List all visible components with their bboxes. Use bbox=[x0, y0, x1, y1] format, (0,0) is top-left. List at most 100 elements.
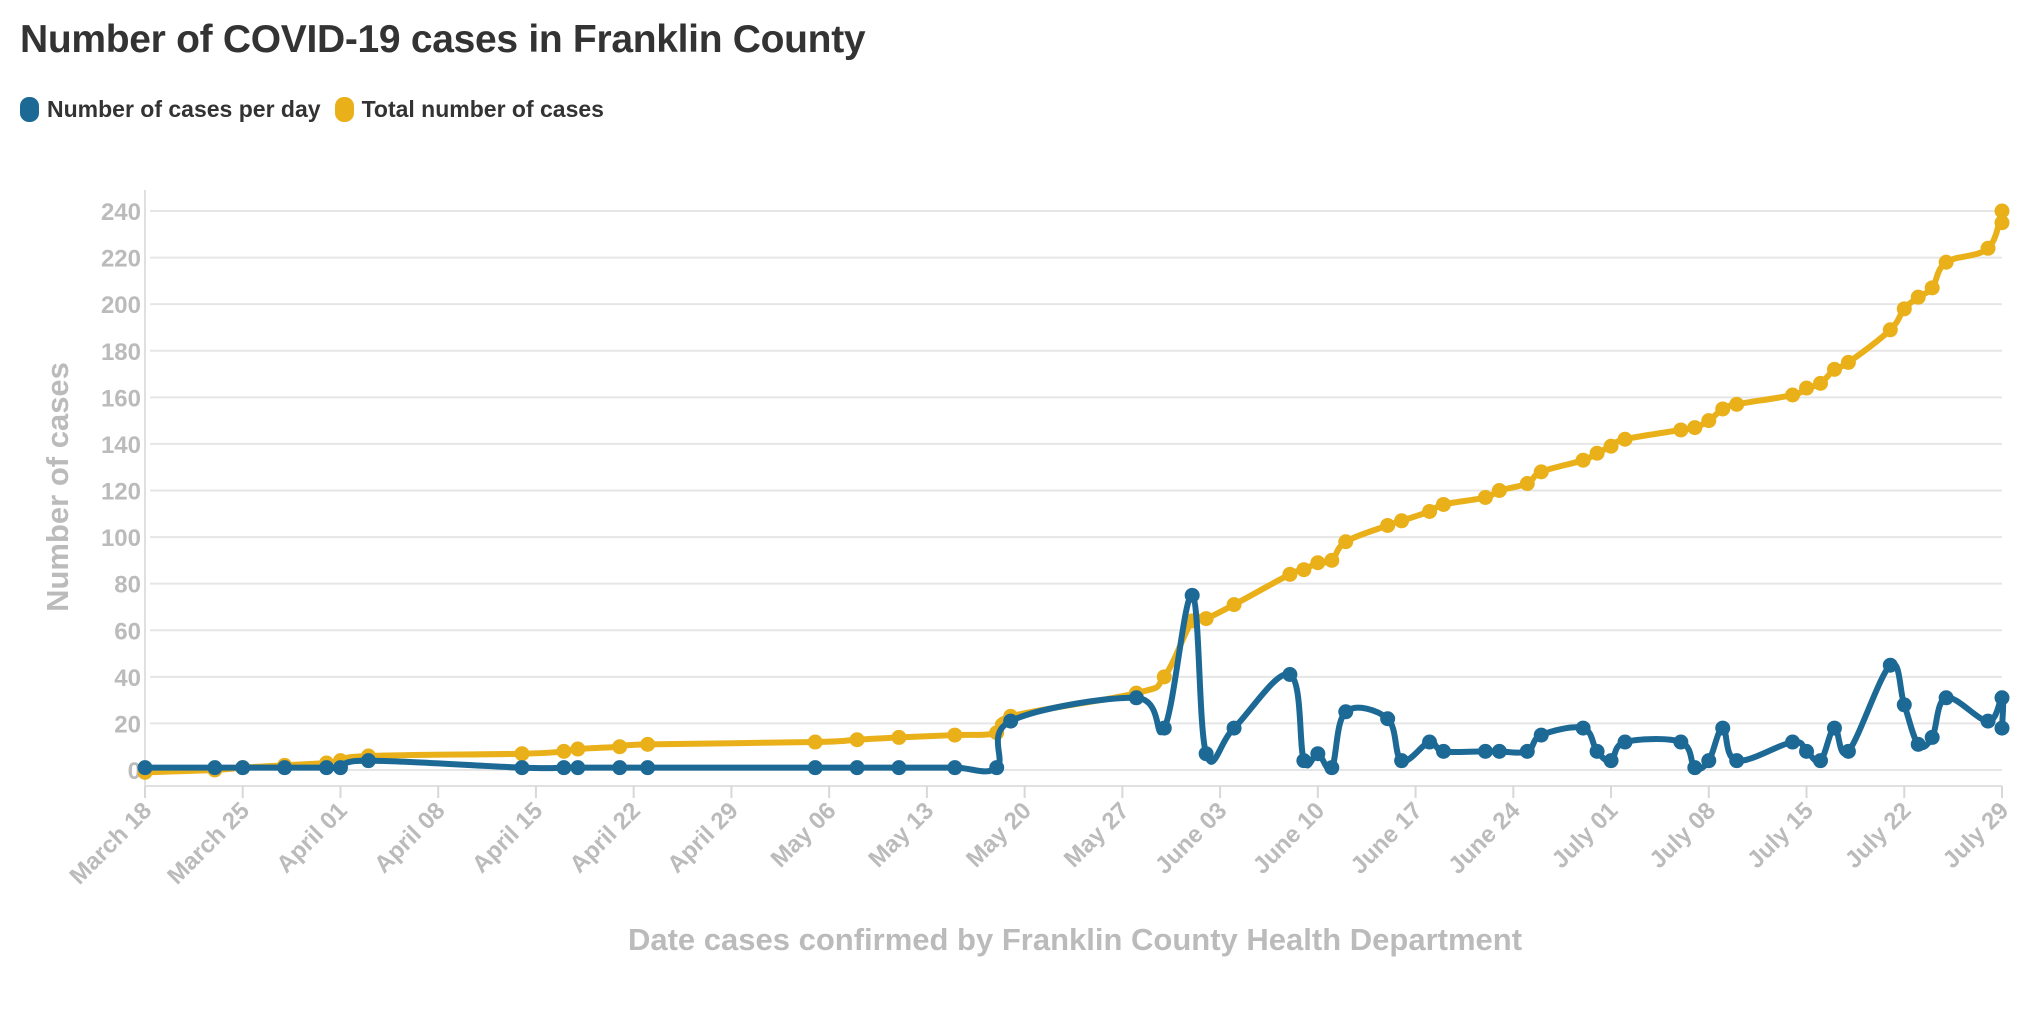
data-point[interactable] bbox=[319, 760, 335, 776]
data-point[interactable] bbox=[1156, 669, 1172, 685]
data-point[interactable] bbox=[1575, 720, 1591, 736]
data-point[interactable] bbox=[1994, 215, 2010, 231]
data-point[interactable] bbox=[1226, 720, 1242, 736]
data-point[interactable] bbox=[1882, 322, 1898, 338]
data-point[interactable] bbox=[1128, 690, 1144, 706]
data-point[interactable] bbox=[514, 746, 530, 762]
data-point[interactable] bbox=[640, 736, 656, 752]
data-point[interactable] bbox=[1896, 301, 1912, 317]
data-point[interactable] bbox=[849, 732, 865, 748]
data-point[interactable] bbox=[1882, 657, 1898, 673]
data-point[interactable] bbox=[1184, 587, 1200, 603]
data-point[interactable] bbox=[807, 734, 823, 750]
data-point[interactable] bbox=[277, 760, 293, 776]
data-point[interactable] bbox=[1282, 566, 1298, 582]
data-point[interactable] bbox=[947, 727, 963, 743]
data-point[interactable] bbox=[1840, 354, 1856, 370]
data-point[interactable] bbox=[1394, 513, 1410, 529]
data-point[interactable] bbox=[1603, 438, 1619, 454]
data-point[interactable] bbox=[1812, 753, 1828, 769]
data-point[interactable] bbox=[1701, 413, 1717, 429]
data-point[interactable] bbox=[612, 760, 628, 776]
data-point[interactable] bbox=[1296, 562, 1312, 578]
data-point[interactable] bbox=[1436, 743, 1452, 759]
data-point[interactable] bbox=[1673, 422, 1689, 438]
data-point[interactable] bbox=[1715, 401, 1731, 417]
data-point[interactable] bbox=[1799, 380, 1815, 396]
data-point[interactable] bbox=[1589, 445, 1605, 461]
data-point[interactable] bbox=[1422, 503, 1438, 519]
data-point[interactable] bbox=[1938, 690, 1954, 706]
data-point[interactable] bbox=[1310, 555, 1326, 571]
data-point[interactable] bbox=[1715, 720, 1731, 736]
data-point[interactable] bbox=[1799, 743, 1815, 759]
data-point[interactable] bbox=[807, 760, 823, 776]
data-point[interactable] bbox=[1603, 753, 1619, 769]
data-point[interactable] bbox=[1980, 713, 1996, 729]
data-point[interactable] bbox=[1519, 476, 1535, 492]
data-point[interactable] bbox=[1826, 361, 1842, 377]
data-point[interactable] bbox=[1533, 727, 1549, 743]
data-point[interactable] bbox=[989, 760, 1005, 776]
data-point[interactable] bbox=[1589, 743, 1605, 759]
data-point[interactable] bbox=[514, 760, 530, 776]
data-point[interactable] bbox=[1198, 611, 1214, 627]
data-point[interactable] bbox=[1156, 720, 1172, 736]
data-point[interactable] bbox=[556, 743, 572, 759]
data-point[interactable] bbox=[1477, 743, 1493, 759]
data-point[interactable] bbox=[1519, 743, 1535, 759]
data-point[interactable] bbox=[556, 760, 572, 776]
data-point[interactable] bbox=[1729, 753, 1745, 769]
data-point[interactable] bbox=[1422, 734, 1438, 750]
data-point[interactable] bbox=[1394, 753, 1410, 769]
data-point[interactable] bbox=[1980, 240, 1996, 256]
data-point[interactable] bbox=[1533, 464, 1549, 480]
data-point[interactable] bbox=[1701, 753, 1717, 769]
data-point[interactable] bbox=[1282, 667, 1298, 683]
data-point[interactable] bbox=[1296, 753, 1312, 769]
data-point[interactable] bbox=[1994, 690, 2010, 706]
data-point[interactable] bbox=[1687, 420, 1703, 436]
data-point[interactable] bbox=[947, 760, 963, 776]
data-point[interactable] bbox=[1310, 746, 1326, 762]
data-point[interactable] bbox=[1840, 743, 1856, 759]
data-point[interactable] bbox=[1924, 729, 1940, 745]
data-point[interactable] bbox=[1812, 375, 1828, 391]
data-point[interactable] bbox=[570, 760, 586, 776]
data-point[interactable] bbox=[1491, 743, 1507, 759]
data-point[interactable] bbox=[235, 760, 251, 776]
data-point[interactable] bbox=[1673, 734, 1689, 750]
data-point[interactable] bbox=[332, 760, 348, 776]
data-point[interactable] bbox=[1994, 720, 2010, 736]
data-point[interactable] bbox=[1994, 203, 2010, 219]
data-point[interactable] bbox=[1785, 387, 1801, 403]
data-point[interactable] bbox=[1198, 746, 1214, 762]
data-point[interactable] bbox=[1226, 597, 1242, 613]
data-point[interactable] bbox=[1003, 713, 1019, 729]
data-point[interactable] bbox=[1896, 697, 1912, 713]
data-point[interactable] bbox=[1380, 711, 1396, 727]
data-point[interactable] bbox=[891, 729, 907, 745]
data-point[interactable] bbox=[360, 753, 376, 769]
data-point[interactable] bbox=[1924, 280, 1940, 296]
data-point[interactable] bbox=[1910, 289, 1926, 305]
data-point[interactable] bbox=[1785, 734, 1801, 750]
data-point[interactable] bbox=[1617, 734, 1633, 750]
data-point[interactable] bbox=[1826, 720, 1842, 736]
data-point[interactable] bbox=[612, 739, 628, 755]
data-point[interactable] bbox=[1324, 760, 1340, 776]
data-point[interactable] bbox=[891, 760, 907, 776]
data-point[interactable] bbox=[207, 760, 223, 776]
data-point[interactable] bbox=[1687, 760, 1703, 776]
data-point[interactable] bbox=[1324, 552, 1340, 568]
data-point[interactable] bbox=[1491, 483, 1507, 498]
data-point[interactable] bbox=[1617, 431, 1633, 447]
data-point[interactable] bbox=[1938, 254, 1954, 270]
data-point[interactable] bbox=[1380, 517, 1396, 533]
data-point[interactable] bbox=[1338, 704, 1354, 720]
data-point[interactable] bbox=[1436, 496, 1452, 512]
data-point[interactable] bbox=[849, 760, 865, 776]
data-point[interactable] bbox=[1338, 534, 1354, 550]
data-point[interactable] bbox=[1575, 452, 1591, 468]
data-point[interactable] bbox=[1910, 736, 1926, 752]
